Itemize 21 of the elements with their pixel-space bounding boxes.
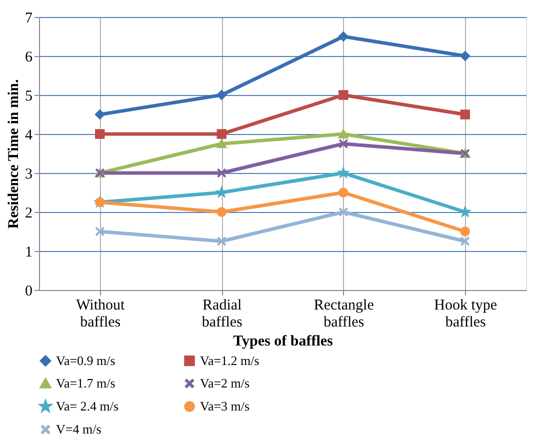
legend-label: Va=1.2 m/s — [200, 352, 260, 368]
legend-label: Va= 2.4 m/s — [56, 398, 119, 414]
y-tick-label: 6 — [25, 50, 33, 66]
y-tick-label: 7 — [25, 10, 33, 26]
y-tick-label: 3 — [25, 166, 32, 182]
x-tick-label: Hook type baffles — [434, 298, 498, 330]
x-tick-label: Rectangle baffles — [314, 298, 374, 330]
y-axis-title: Residence Time in min. — [6, 79, 22, 229]
legend-label: Va=1.7 m/s — [56, 376, 116, 390]
y-tick-label: 5 — [25, 88, 32, 104]
x-tick-label: Without baffles — [76, 298, 126, 330]
y-tick-label: 1 — [25, 244, 32, 260]
x-axis-title: Types of baffles — [233, 334, 334, 350]
legend-label: Va=0.9 m/s — [56, 352, 116, 368]
x-tick-label: Radial baffles — [202, 298, 243, 330]
legend-label: Va=2 m/s — [200, 376, 250, 390]
y-tick-label: 2 — [25, 206, 32, 222]
legend-label: V=4 m/s — [56, 422, 102, 436]
y-tick-label: 0 — [25, 284, 32, 300]
legend-label: Va=3 m/s — [200, 398, 250, 414]
y-tick-label: 4 — [25, 128, 33, 144]
